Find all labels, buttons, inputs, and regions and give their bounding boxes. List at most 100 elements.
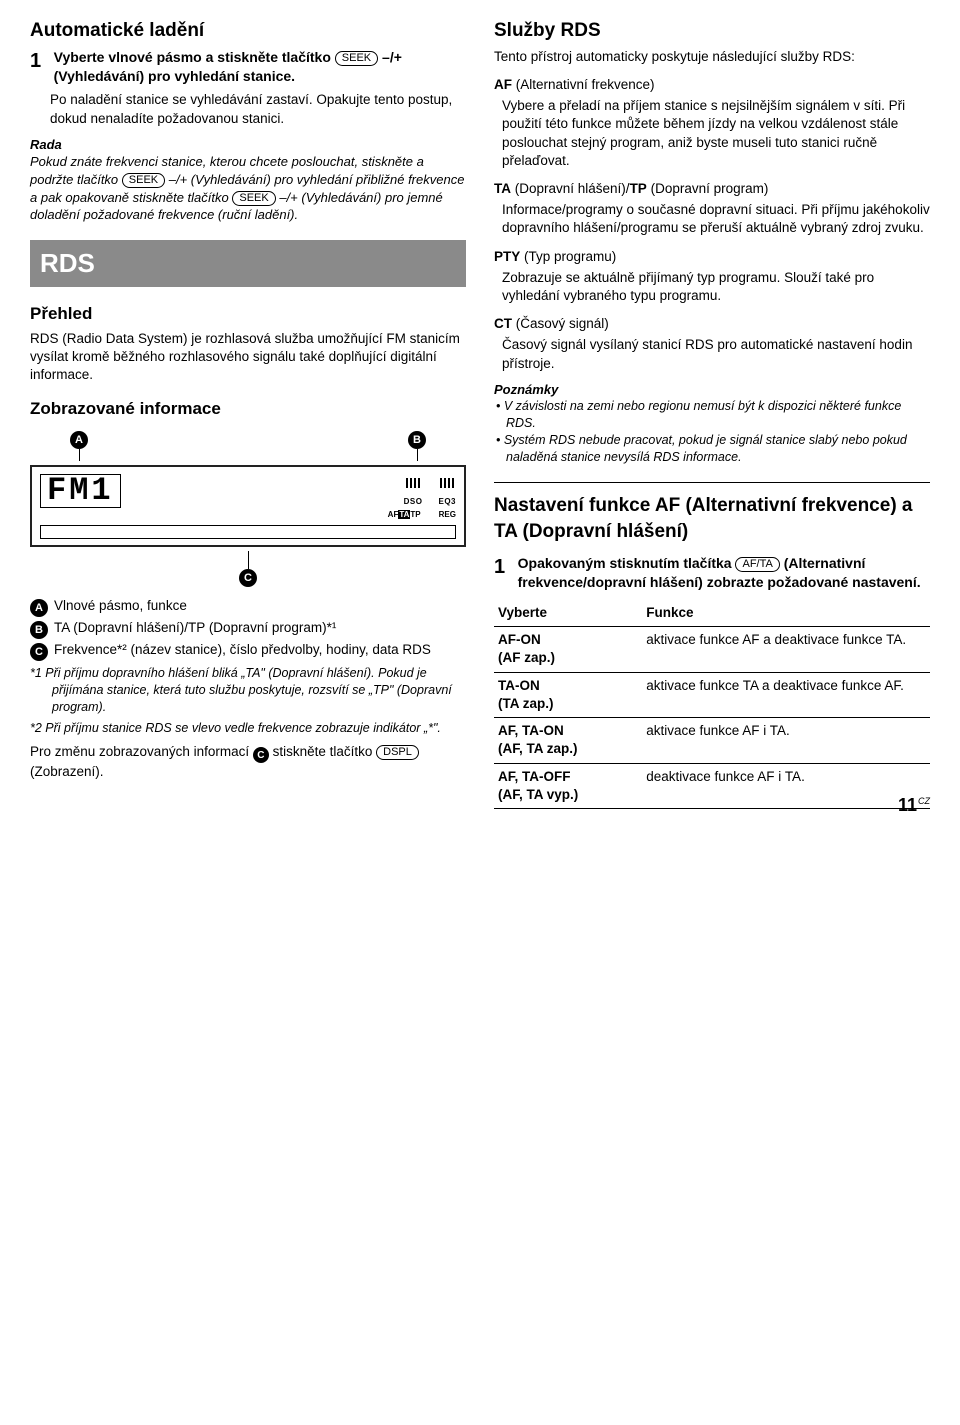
ta-label: TA [398, 510, 410, 519]
heading-rds-services: Služby RDS [494, 18, 930, 44]
step-text-a: Vyberte vlnové pásmo a stiskněte tlačítk… [54, 49, 335, 65]
change-a: Pro změnu zobrazovaných informací [30, 744, 253, 759]
heading-overview: Přehled [30, 303, 466, 326]
left-column: Automatické ladění 1 Vyberte vlnové pásm… [30, 18, 466, 809]
step-body: Opakovaným stisknutím tlačítka AF/TA (Al… [518, 554, 930, 592]
af-abbr: AF [494, 77, 512, 92]
two-column-layout: Automatické ladění 1 Vyberte vlnové pásm… [30, 18, 930, 809]
callout-line [248, 551, 249, 569]
ct-sub: (Časový signál) [512, 316, 609, 331]
footnote-2: *2 Při příjmu stanice RDS se vlevo vedle… [34, 720, 466, 737]
eq-bars-icon [440, 478, 454, 488]
row-key: TA-ON (TA zap.) [494, 672, 642, 717]
table-row: TA-ON (TA zap.) aktivace funkce TA a deak… [494, 672, 930, 717]
ct-abbr: CT [494, 316, 512, 331]
row-k: AF-ON [498, 632, 541, 647]
row-ks: (AF, TA vyp.) [498, 787, 578, 802]
row-k: TA-ON [498, 678, 540, 693]
callout-a-wrap: A [70, 431, 88, 461]
radio-top-row: FM1 DSO EQ3 [40, 473, 456, 508]
legend-b-text: TA (Dopravní hlášení)/TP (Dopravní progr… [54, 619, 336, 639]
tp-sub: (Dopravní program) [647, 181, 769, 196]
callout-c: C [239, 569, 257, 587]
legend-a: A Vlnové pásmo, funkce [30, 597, 466, 617]
row-ks: (TA zap.) [498, 696, 554, 711]
step-number: 1 [494, 554, 514, 581]
change-display-text: Pro změnu zobrazovaných informací C stis… [30, 743, 466, 782]
pty-abbr: PTY [494, 249, 520, 264]
dspl-pill: DSPL [376, 745, 419, 760]
heading-auto-tuning: Automatické ladění [30, 18, 466, 44]
page-number: 11CZ [898, 793, 930, 817]
row-k: AF, TA-ON [498, 723, 564, 738]
service-af: AF (Alternativní frekvence) Vybere a pře… [494, 76, 930, 170]
table-row: AF, TA-ON (AF, TA zap.) aktivace funkce A… [494, 718, 930, 763]
legend-a-text: Vlnové pásmo, funkce [54, 597, 187, 617]
eq-icon-block: EQ3 [438, 473, 456, 508]
right-column: Služby RDS Tento přístroj automaticky po… [494, 18, 930, 809]
rds-banner: RDS [30, 240, 466, 287]
service-ta-tp: TA (Dopravní hlášení)/TP (Dopravní progr… [494, 180, 930, 238]
seek-pill-1: SEEK [122, 173, 165, 188]
callout-line [417, 449, 418, 461]
ta-abbr: TA [494, 181, 511, 196]
callout-b: B [408, 431, 426, 449]
footnote-1: *1 Při příjmu dopravního hlášení bliká „… [34, 665, 466, 716]
radio-screen: FM1 DSO EQ3 AFTATP [30, 465, 466, 547]
frequency-bar [40, 525, 456, 539]
row-ks: (AF zap.) [498, 650, 555, 665]
af-sub: (Alternativní frekvence) [512, 77, 655, 92]
service-ta-body: Informace/programy o současné dopravní s… [502, 201, 930, 237]
service-ta-title: TA (Dopravní hlášení)/TP (Dopravní progr… [494, 180, 930, 198]
heading-displayed-info: Zobrazované informace [30, 398, 466, 421]
note-1: • V závislosti na zemi nebo regionu nemu… [494, 398, 930, 432]
change-d: (Zobrazení). [30, 764, 104, 779]
row-val: aktivace funkce AF a deaktivace funkce T… [642, 627, 930, 672]
reg-label: REG [439, 510, 456, 521]
legend-c-text: Frekvence*² (název stanice), číslo předv… [54, 641, 431, 661]
callout-line [79, 449, 80, 461]
row-val: aktivace funkce AF i TA. [642, 718, 930, 763]
nastav-step-1: 1 Opakovaným stisknutím tlačítka AF/TA (… [494, 554, 930, 592]
icon-row: DSO EQ3 [404, 473, 456, 508]
service-pty-body: Zobrazuje se aktuálně přijímaný typ prog… [502, 269, 930, 305]
row-val: aktivace funkce TA a deaktivace funkce A… [642, 672, 930, 717]
service-af-body: Vybere a přeladí na příjem stanice s nej… [502, 97, 930, 170]
row-val: deaktivace funkce AF i TA. [642, 763, 930, 808]
step-1: 1 Vyberte vlnové pásmo a stiskněte tlačí… [30, 48, 466, 86]
overview-text: RDS (Radio Data System) je rozhlasová sl… [30, 330, 466, 385]
ta-sub: (Dopravní hlášení)/ [511, 181, 630, 196]
page-num-value: 11 [898, 795, 917, 815]
fm-band-label: FM1 [40, 474, 121, 508]
col-vyberte: Vyberte [494, 600, 642, 627]
legend-b: B TA (Dopravní hlášení)/TP (Dopravní pro… [30, 619, 466, 639]
legend: A Vlnové pásmo, funkce B TA (Dopravní hl… [30, 597, 466, 661]
row-k: AF, TA-OFF [498, 769, 570, 784]
service-ct: CT (Časový signál) Časový signál vysílan… [494, 315, 930, 373]
service-af-title: AF (Alternativní frekvence) [494, 76, 930, 94]
service-ct-title: CT (Časový signál) [494, 315, 930, 333]
af-label: AF [388, 510, 399, 519]
nstep-a: Opakovaným stisknutím tlačítka [518, 555, 736, 571]
row-ks: (AF, TA zap.) [498, 741, 578, 756]
tip-heading: Rada [30, 136, 466, 154]
row-key: AF, TA-ON (AF, TA zap.) [494, 718, 642, 763]
af-ta-table: Vyberte Funkce AF-ON (AF zap.) aktivace f… [494, 600, 930, 809]
heading-af-ta-setup: Nastavení funkce AF (Alternativní frekve… [494, 482, 930, 544]
dso-bars-icon [406, 478, 420, 488]
step-number: 1 [30, 48, 50, 75]
step-body: Vyberte vlnové pásmo a stiskněte tlačítk… [54, 48, 466, 86]
af-ta-tp-indicator: AFTATP [388, 510, 421, 521]
eq-label: EQ3 [438, 497, 456, 506]
service-ct-body: Časový signál vysílaný stanicí RDS pro a… [502, 336, 930, 372]
indicator-row: AFTATP REG [40, 510, 456, 521]
col-funkce: Funkce [642, 600, 930, 627]
rds-services-intro: Tento přístroj automaticky poskytuje nás… [494, 48, 930, 66]
tip-body: Pokud znáte frekvenci stanice, kterou ch… [30, 153, 466, 223]
notes-heading: Poznámky [494, 381, 930, 399]
seek-pill-2: SEEK [232, 191, 275, 206]
dso-icon: DSO [404, 473, 423, 508]
legend-c: C Frekvence*² (název stanice), číslo pře… [30, 641, 466, 661]
display-diagram: A B FM1 DSO [30, 431, 466, 587]
change-b: stiskněte tlačítko [269, 744, 376, 759]
